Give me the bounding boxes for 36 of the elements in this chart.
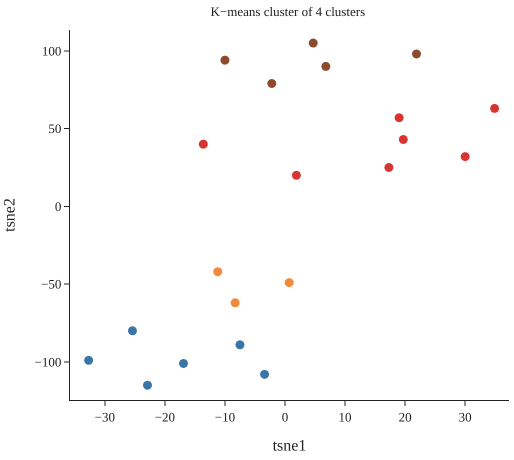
point xyxy=(213,267,222,276)
y-axis-title: tsne2 xyxy=(1,198,18,232)
point xyxy=(292,170,301,180)
x-tick-label: −10 xyxy=(214,410,236,425)
point xyxy=(260,370,270,379)
x-tick-label: 20 xyxy=(398,410,412,425)
point xyxy=(128,326,137,336)
y-tick-label: 50 xyxy=(48,121,62,136)
point xyxy=(220,56,230,65)
point xyxy=(235,340,244,350)
point xyxy=(142,380,152,390)
point xyxy=(198,140,208,149)
y-tick-label: −100 xyxy=(34,354,62,370)
point xyxy=(267,79,276,88)
y-tick-label: −50 xyxy=(41,276,62,292)
chart-title: K−means cluster of 4 clusters xyxy=(210,4,366,19)
point xyxy=(284,278,294,288)
x-axis-title: tsne1 xyxy=(272,437,306,454)
y-tick-label: 100 xyxy=(42,43,62,58)
point xyxy=(384,162,394,172)
point xyxy=(460,152,470,162)
point xyxy=(230,298,240,308)
point xyxy=(490,104,500,113)
x-tick-label: 0 xyxy=(282,410,288,425)
point xyxy=(179,358,188,368)
x-tick-label: 30 xyxy=(458,410,472,425)
x-tick-label: 10 xyxy=(338,410,352,425)
point xyxy=(321,62,330,71)
point xyxy=(394,113,404,122)
point xyxy=(398,134,408,144)
point xyxy=(412,49,422,58)
point xyxy=(84,356,94,365)
x-tick-label: −30 xyxy=(94,410,115,425)
y-tick-label: 0 xyxy=(54,198,62,214)
point xyxy=(308,38,318,48)
x-tick-label: −20 xyxy=(154,410,176,425)
